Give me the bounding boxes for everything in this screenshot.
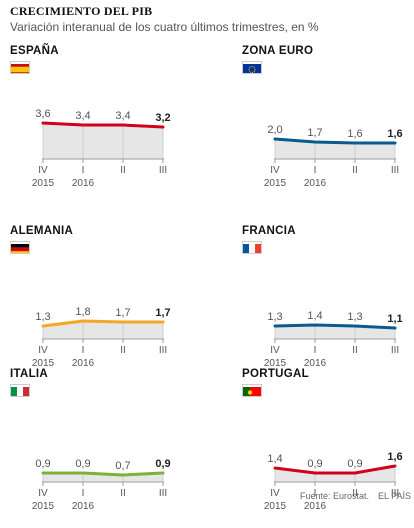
value-label: 1,7 [115,307,130,319]
value-label: 0,9 [307,458,322,470]
x-tick-label: II [352,165,358,176]
source-note: Fuente: Eurostat. [300,491,370,501]
portugal-flag-icon [242,384,262,397]
italy-flag-icon [10,384,30,397]
value-label: 1,1 [387,313,402,325]
value-label: 0,9 [155,458,170,470]
value-label: 0,9 [35,458,50,470]
value-label: 1,6 [387,128,402,140]
value-label: 3,2 [155,112,170,124]
series-line [273,323,397,330]
panel-title: ITALIA [10,368,48,380]
x-tick-label: I [314,488,317,499]
value-label: 3,6 [35,108,50,120]
panel-zona-euro: ZONA EURO 2,0 1,7 1,6 1,6 IV I II III 2015 2016 [242,45,414,205]
x-year-label: 2015 [264,358,287,369]
spain-flag-icon [10,61,30,74]
x-tick-label: III [159,488,167,499]
panel-espana: ESPAÑA 3,6 3,4 3,4 3,2 IV I II III 2015 2016 [10,45,200,205]
x-tick-label: II [120,488,126,499]
value-label: 1,6 [387,451,402,463]
value-label: 1,6 [347,128,362,140]
panel-title: ALEMANIA [10,225,74,237]
x-tick-label: I [314,345,317,356]
x-year-label: 2015 [264,501,287,512]
series-line [273,464,397,475]
area-fill [43,123,163,159]
value-label: 1,4 [267,453,282,465]
panel-alemania: ALEMANIA 1,3 1,8 1,7 1,7 IV I II III 2015 2016 [10,225,200,385]
area-fill [275,325,395,339]
x-tick-label: III [391,165,399,176]
x-tick-label: III [159,345,167,356]
x-tick-label: II [120,345,126,356]
value-label: 1,7 [307,127,322,139]
panel-title: ZONA EURO [242,45,314,57]
value-label: 1,7 [155,307,170,319]
series-line [273,137,397,145]
panel-title: PORTUGAL [242,368,309,380]
panel-francia: FRANCIA 1,3 1,4 1,3 1,1 IV I II III 2015 2016 [242,225,414,385]
x-year-label: 2016 [72,178,95,189]
area-fill [43,321,163,339]
x-tick-label: II [352,488,358,499]
figure-subtitle: Variación interanual de los cuatro últim… [10,20,319,34]
x-tick-label: I [82,165,85,176]
value-label: 1,3 [35,311,50,323]
value-label: 0,7 [115,460,130,472]
value-label: 3,4 [115,110,130,122]
germany-flag-icon [10,241,30,254]
value-label: 1,4 [307,310,322,322]
x-tick-label: IV [270,165,280,176]
panel-title: FRANCIA [242,225,296,237]
value-label: 1,8 [75,306,90,318]
x-tick-label: III [159,165,167,176]
series-line [41,471,165,477]
x-year-label: 2016 [304,178,327,189]
x-tick-label: III [391,488,399,499]
x-year-label: 2016 [304,358,327,369]
x-tick-label: I [82,345,85,356]
panel-portugal: PORTUGAL 1,4 0,9 0,9 1,6 IV I II III 2015 2016 [242,368,414,528]
x-year-label: 2015 [264,178,287,189]
x-tick-label: IV [270,345,280,356]
x-year-label: 2015 [32,178,55,189]
x-year-label: 2016 [304,501,327,512]
series-line [41,319,165,328]
x-year-label: 2016 [72,501,95,512]
x-tick-label: III [391,345,399,356]
x-year-label: 2016 [72,358,95,369]
france-flag-icon [242,241,262,254]
panel-italia: ITALIA 0,9 0,9 0,7 0,9 IV I II III 2015 2016 [10,368,200,528]
x-tick-label: I [82,488,85,499]
value-label: 3,4 [75,110,90,122]
figure-title: CRECIMIENTO DEL PIB [10,4,153,18]
x-tick-label: IV [38,165,48,176]
x-year-label: 2015 [32,358,55,369]
value-label: 1,3 [267,311,282,323]
value-label: 0,9 [347,458,362,470]
x-tick-label: IV [38,345,48,356]
value-label: 1,3 [347,311,362,323]
eu-flag-icon [242,61,262,74]
x-year-label: 2015 [32,501,55,512]
brand-label: EL PAÍS [378,491,412,501]
x-tick-label: IV [270,488,280,499]
value-label: 2,0 [267,124,282,136]
x-tick-label: II [120,165,126,176]
panel-title: ESPAÑA [10,45,59,57]
x-tick-label: II [352,345,358,356]
series-line [41,121,165,129]
value-label: 0,9 [75,458,90,470]
x-tick-label: I [314,165,317,176]
x-tick-label: IV [38,488,48,499]
